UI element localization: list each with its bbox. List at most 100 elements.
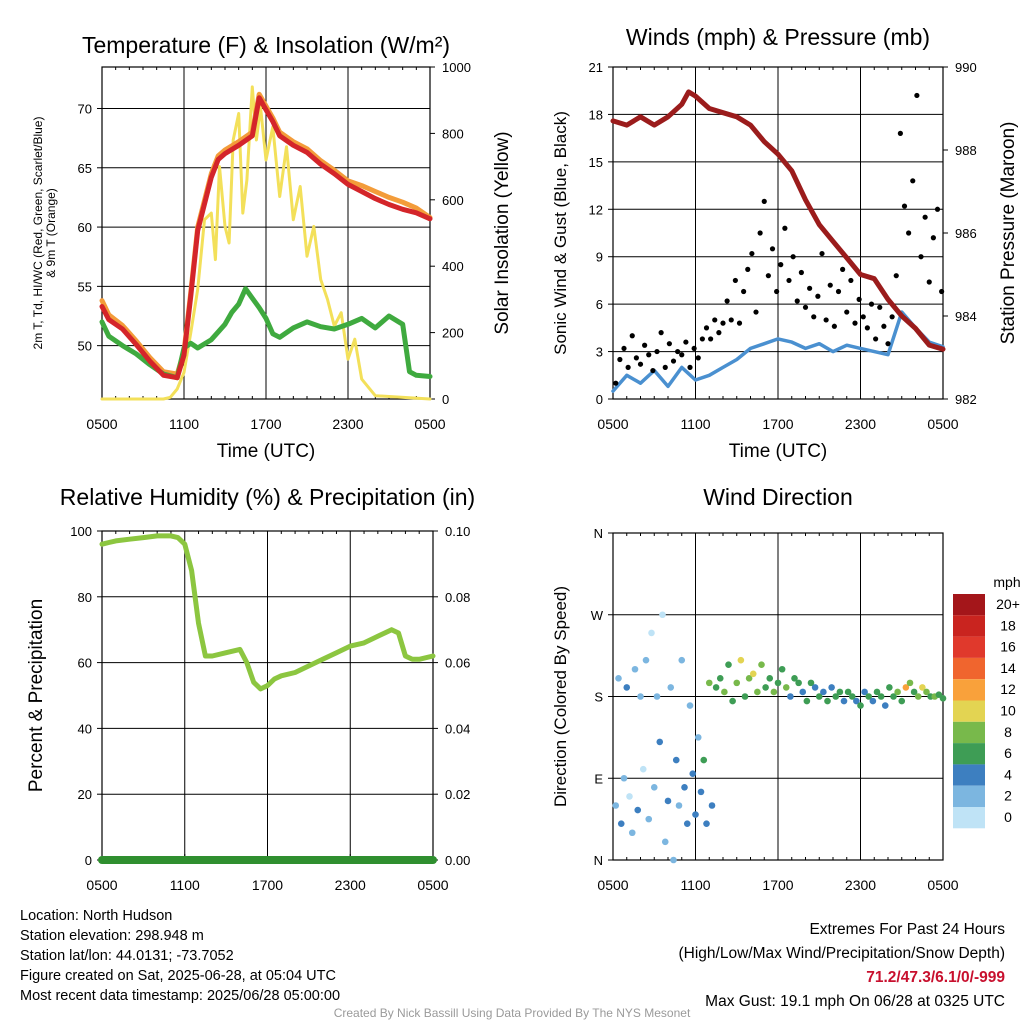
x-tick-label: 0500 xyxy=(414,416,445,432)
colorbar-label: 8 xyxy=(1004,724,1012,740)
plot-frame xyxy=(101,66,431,400)
gust-point xyxy=(687,364,693,370)
y-left-tick-label: 3 xyxy=(596,345,603,360)
y-left-label-group: 2m T, Td, HI/WC (Red, Green, Scarlet/Blu… xyxy=(31,117,58,350)
gust-point xyxy=(930,235,936,241)
y-left-tick-label: 55 xyxy=(78,279,92,294)
y-left-tick-label: 60 xyxy=(78,220,92,235)
y-right-tick-label: 400 xyxy=(442,259,464,274)
colorbar-swatch xyxy=(953,679,985,701)
direction-point xyxy=(853,697,860,705)
gust-point xyxy=(840,266,846,272)
y-left-label-group: Sonic Wind & Gust (Blue, Black) xyxy=(551,111,570,355)
x-tick-label: 1100 xyxy=(169,416,199,432)
panel-rh: 0500 1100 1700 2300 0500 0 20 40 60 80 100 0.00 0.02… xyxy=(26,484,475,893)
x-tick-label: 2300 xyxy=(845,416,876,432)
y-left-label-group: Percent & Precipitation xyxy=(26,599,47,792)
direction-point xyxy=(799,688,807,696)
gust-point xyxy=(885,341,891,347)
y-left-tick-label: N xyxy=(594,526,603,541)
x-tick-label: 0500 xyxy=(927,877,958,893)
gust-point xyxy=(774,288,780,295)
x-tick-label: 0500 xyxy=(597,877,628,893)
direction-point xyxy=(820,688,827,696)
direction-point xyxy=(873,688,881,696)
gust-point xyxy=(860,314,866,320)
direction-point xyxy=(803,697,811,705)
direction-point xyxy=(672,756,680,764)
gust-point xyxy=(613,380,619,386)
direction-point xyxy=(721,688,728,696)
gust-point xyxy=(679,352,685,358)
gust-point xyxy=(778,262,784,268)
direction-point xyxy=(741,693,749,700)
direction-point xyxy=(840,697,848,705)
gust-point xyxy=(741,288,747,295)
y-left-tick-label: 18 xyxy=(589,107,603,122)
y-right-tick-label: 600 xyxy=(442,193,464,208)
gust-point xyxy=(745,266,751,272)
direction-point xyxy=(650,784,658,791)
colorbar-swatch xyxy=(953,721,985,744)
y-right-axis-label: Station Pressure (Maroon) xyxy=(998,122,1019,345)
x-tick-label: 1700 xyxy=(252,877,283,893)
gust-point xyxy=(881,323,887,329)
gust-point xyxy=(642,342,648,348)
direction-point xyxy=(686,702,694,709)
direction-point xyxy=(787,693,794,700)
direction-point xyxy=(659,611,666,619)
direction-point xyxy=(902,684,910,691)
gust-point xyxy=(757,230,763,236)
y-left-label-group: Direction (Colored By Speed) xyxy=(551,586,570,807)
direction-point xyxy=(782,684,790,691)
gust-point xyxy=(769,246,776,252)
station-info: Location: North Hudson Station elevation… xyxy=(20,906,340,1006)
x-tick-label: 0500 xyxy=(417,877,448,893)
direction-point xyxy=(681,784,688,791)
direction-point xyxy=(923,688,930,696)
y-right-label-group: Station Pressure (Maroon) xyxy=(998,122,1019,345)
gust-point xyxy=(831,323,837,329)
direction-point xyxy=(898,697,906,705)
direction-point xyxy=(857,702,864,709)
colorbar-swatch xyxy=(953,807,985,829)
x-tick-label: 1100 xyxy=(170,877,200,893)
gust-point xyxy=(794,298,800,304)
y-left-tick-label: 0 xyxy=(85,853,92,868)
gust-point xyxy=(749,250,755,257)
x-tick-label: 0500 xyxy=(86,416,117,432)
direction-point xyxy=(914,693,922,700)
y-right-tick-label: 986 xyxy=(955,226,977,241)
x-tick-label: 1100 xyxy=(680,877,710,893)
y-left-axis-label: & 9m T (Orange) xyxy=(44,188,58,278)
gust-point xyxy=(650,367,656,374)
direction-point xyxy=(832,693,840,700)
direction-point xyxy=(683,820,691,827)
colorbar-label: 16 xyxy=(1000,639,1016,655)
direction-point xyxy=(894,688,901,696)
colorbar-swatch xyxy=(953,615,985,637)
direction-point xyxy=(637,693,644,700)
direction-point xyxy=(689,770,697,778)
panel-dir: 0500 1100 1700 2300 0500 N E S W N Wind Direction D… xyxy=(551,484,959,893)
gust-point xyxy=(670,358,677,364)
y-left-tick-label: 0 xyxy=(596,392,603,407)
gust-point xyxy=(753,309,759,315)
speed-colorbar: mph 20+ 18 16 14 12 10 8 6 4 2 0 xyxy=(953,574,1021,829)
colorbar-label: 18 xyxy=(1000,617,1016,633)
direction-point xyxy=(716,675,724,682)
y-left-tick-label: 100 xyxy=(70,524,92,539)
gust-point xyxy=(712,317,718,323)
gust-point xyxy=(765,273,771,279)
gust-point xyxy=(703,325,710,331)
extremes-subtitle: (High/Low/Max Wind/Precipitation/Snow De… xyxy=(678,945,1006,962)
panel-title: Relative Humidity (%) & Precipitation (i… xyxy=(60,484,475,510)
colorbar-unit: mph xyxy=(993,574,1020,590)
colorbar-swatch xyxy=(953,594,985,616)
gust-point xyxy=(724,298,730,304)
gust-point xyxy=(699,336,705,342)
colorbar-label: 12 xyxy=(1000,681,1016,697)
gust-point xyxy=(906,230,912,236)
direction-point xyxy=(712,684,720,691)
gust-point xyxy=(901,203,908,209)
